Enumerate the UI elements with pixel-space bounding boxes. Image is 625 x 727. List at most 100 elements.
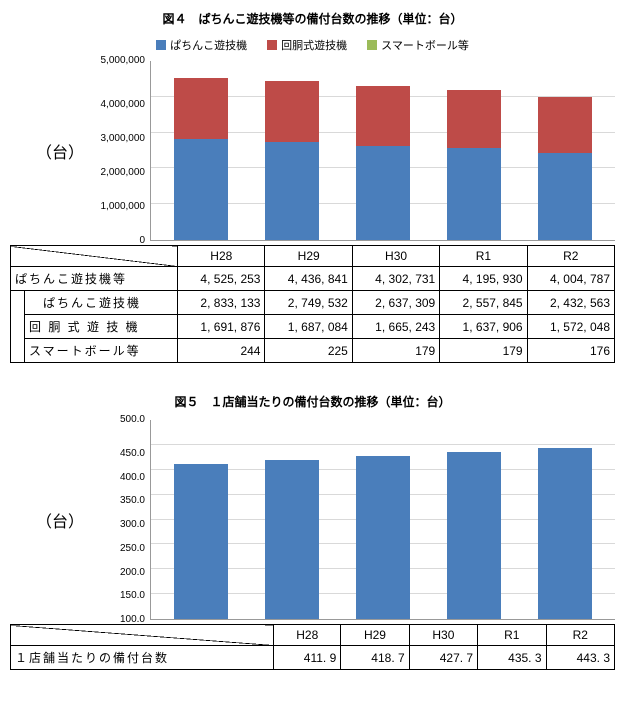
- bar-segment: [447, 90, 501, 149]
- table-col-header: H29: [341, 625, 409, 646]
- y-axis: 500.0450.0400.0350.0300.0250.0200.0150.0…: [80, 420, 150, 620]
- chart-5-block: 図５ １店舗当たりの備付台数の推移（単位：台） （台） 500.0 450.0 40…: [10, 393, 615, 670]
- table-col-header: H30: [409, 625, 477, 646]
- table-cell: 1, 637, 906: [440, 315, 527, 339]
- bar-column: [174, 420, 228, 619]
- row-label: スマートボール等: [25, 339, 178, 363]
- y-tick: 500.0: [120, 415, 145, 425]
- bar-column: [538, 420, 592, 619]
- table-cell: 2, 637, 309: [352, 291, 439, 315]
- bar-segment: [356, 86, 410, 146]
- table-cell: 1, 665, 243: [352, 315, 439, 339]
- row-label: １店舗当たりの備付台数: [11, 646, 274, 670]
- table-cell: 2, 749, 532: [265, 291, 352, 315]
- bar-column: [447, 61, 501, 240]
- table-cell: 1, 572, 048: [527, 315, 614, 339]
- table-header-row: H28 H29 H30 R1 R2: [11, 246, 615, 267]
- y-tick: 250.0: [120, 544, 145, 554]
- chart-5-plot: [150, 420, 615, 620]
- y-tick: 5,000,000: [101, 56, 146, 66]
- y-tick: 450.0: [120, 449, 145, 459]
- chart-4-title: 図４ ぱちんこ遊技機等の備付台数の推移（単位：台）: [10, 10, 615, 27]
- chart-4-area: （台） 5,000,0004,000,0003,000,0002,000,000…: [10, 61, 615, 241]
- table-row: １店舗当たりの備付台数 411. 9 418. 7 427. 7 435. 3 …: [11, 646, 615, 670]
- y-tick: 300.0: [120, 520, 145, 530]
- table-row: 回 胴 式 遊 技 機 1, 691, 876 1, 687, 084 1, 6…: [11, 315, 615, 339]
- table-col-header: R1: [440, 246, 527, 267]
- legend-item: 回胴式遊技機: [267, 37, 347, 53]
- legend-label: ぱちんこ遊技機: [170, 37, 247, 53]
- y-tick: 150.0: [120, 591, 145, 601]
- y-axis-unit: （台）: [40, 420, 80, 620]
- legend-swatch: [156, 40, 166, 50]
- table-cell: 225: [265, 339, 352, 363]
- bar-segment: [265, 81, 319, 141]
- chart-4-legend: ぱちんこ遊技機 回胴式遊技機 スマートボール等: [10, 37, 615, 53]
- bar-column: [447, 420, 501, 619]
- table-col-header: H30: [352, 246, 439, 267]
- table-cell: 4, 436, 841: [265, 267, 352, 291]
- y-tick: 4,000,000: [101, 100, 146, 110]
- chart-4-block: 図４ ぱちんこ遊技機等の備付台数の推移（単位：台） ぱちんこ遊技機 回胴式遊技機…: [10, 10, 615, 363]
- table-cell: 1, 687, 084: [265, 315, 352, 339]
- row-label: ぱちんこ遊技機: [25, 291, 178, 315]
- bar-segment: [538, 448, 592, 619]
- table-cell: 435. 3: [478, 646, 546, 670]
- y-tick: 400.0: [120, 473, 145, 483]
- y-tick: 3,000,000: [101, 134, 146, 144]
- bar-segment: [447, 148, 501, 240]
- y-tick: 350.0: [120, 496, 145, 506]
- y-axis-unit: （台）: [40, 61, 80, 241]
- legend-swatch: [367, 40, 377, 50]
- bar-column: [174, 61, 228, 240]
- bar-segment: [447, 452, 501, 619]
- table-cell: 4, 302, 731: [352, 267, 439, 291]
- table-corner: [11, 625, 274, 646]
- table-row: スマートボール等 244 225 179 179 176: [11, 339, 615, 363]
- table-cell: 418. 7: [341, 646, 409, 670]
- table-cell: 4, 525, 253: [178, 267, 265, 291]
- legend-item: ぱちんこ遊技機: [156, 37, 247, 53]
- table-cell: 4, 004, 787: [527, 267, 614, 291]
- legend-item: スマートボール等: [367, 37, 469, 53]
- row-label: 回 胴 式 遊 技 機: [25, 315, 178, 339]
- bar-segment: [265, 142, 319, 240]
- indent-cell: [11, 291, 25, 363]
- table-col-header: R1: [478, 625, 546, 646]
- bar-column: [538, 61, 592, 240]
- bar-segment: [174, 78, 228, 139]
- bar-segment: [265, 460, 319, 619]
- y-tick: 2,000,000: [101, 168, 146, 178]
- table-corner: [11, 246, 178, 267]
- table-cell: 2, 557, 845: [440, 291, 527, 315]
- bar-segment: [356, 146, 410, 240]
- table-cell: 176: [527, 339, 614, 363]
- bar-segment: [356, 456, 410, 619]
- chart-5-area: （台） 500.0450.0400.0350.0300.0250.0200.01…: [10, 420, 615, 620]
- bar-column: [356, 420, 410, 619]
- table-row: ぱちんこ遊技機 2, 833, 133 2, 749, 532 2, 637, …: [11, 291, 615, 315]
- table-cell: 4, 195, 930: [440, 267, 527, 291]
- table-cell: 2, 432, 563: [527, 291, 614, 315]
- bar-segment: [174, 464, 228, 619]
- table-cell: 244: [178, 339, 265, 363]
- y-tick: 1,000,000: [101, 202, 146, 212]
- chart-5-title: 図５ １店舗当たりの備付台数の推移（単位：台）: [10, 393, 615, 410]
- table-col-header: H28: [178, 246, 265, 267]
- legend-swatch: [267, 40, 277, 50]
- bar-segment: [174, 139, 228, 240]
- y-tick: 200.0: [120, 568, 145, 578]
- y-axis: 5,000,0004,000,0003,000,0002,000,0001,00…: [80, 61, 150, 241]
- table-cell: 411. 9: [274, 646, 341, 670]
- table-col-header: H29: [265, 246, 352, 267]
- table-col-header: H28: [274, 625, 341, 646]
- bar-column: [356, 61, 410, 240]
- table-col-header: R2: [546, 625, 614, 646]
- y-tick: 100.0: [120, 615, 145, 625]
- table-cell: 179: [440, 339, 527, 363]
- bar-column: [265, 61, 319, 240]
- bar-column: [265, 420, 319, 619]
- table-col-header: R2: [527, 246, 614, 267]
- legend-label: 回胴式遊技機: [281, 37, 347, 53]
- table-cell: 179: [352, 339, 439, 363]
